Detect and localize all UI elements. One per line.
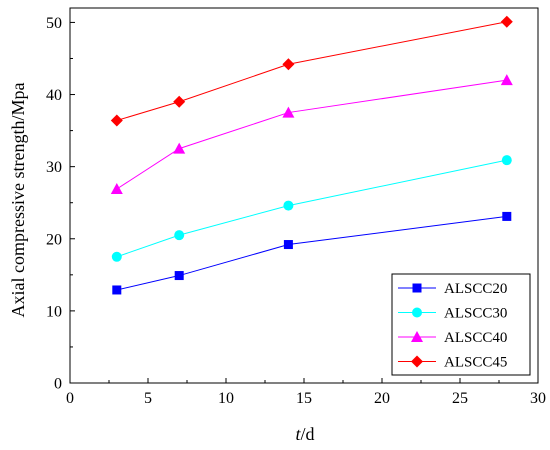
x-axis-title: t/d [295, 424, 314, 444]
series-line [116, 21, 507, 121]
data-point [282, 106, 295, 118]
x-tick-label: 0 [66, 390, 74, 407]
legend-marker [411, 355, 423, 368]
legend-label: ALSCC30 [444, 306, 507, 322]
legend-item-alscc45: ALSCC45 [398, 355, 507, 371]
data-point [282, 58, 295, 71]
series-alscc40 [110, 74, 513, 195]
axes: 0 5 10 15 20 25 30 0 10 20 30 40 50 [46, 7, 546, 407]
legend-marker [412, 307, 422, 318]
y-axis-title: Axial compressive strength/Mpa [8, 83, 28, 318]
data-point [500, 74, 513, 86]
x-axis-title-unit: /d [301, 424, 315, 444]
data-point [173, 95, 186, 108]
data-point [283, 200, 294, 211]
y-tick-label: 10 [46, 303, 62, 320]
data-point [173, 142, 186, 154]
series-line [116, 215, 507, 291]
x-tick-label: 15 [296, 390, 312, 407]
y-tick-label: 50 [46, 15, 62, 32]
x-tick-label: 10 [218, 390, 234, 407]
x-tick-label: 30 [530, 390, 546, 407]
legend-item-alscc40: ALSCC40 [398, 330, 507, 346]
series-alscc30 [111, 155, 512, 262]
legend-label: ALSCC45 [444, 355, 507, 371]
data-point [500, 15, 513, 28]
y-tick-label: 20 [46, 231, 62, 248]
legend-label: ALSCC40 [444, 330, 507, 346]
x-axis-title-variable: t [295, 424, 301, 444]
series-line [116, 79, 507, 190]
x-tick-label: 5 [144, 390, 152, 407]
x-tick-label: 20 [374, 390, 390, 407]
data-point [111, 251, 122, 262]
legend: ALSCC20 ALSCC30 ALSCC40 ALSCC45 [391, 273, 531, 376]
series-line [116, 159, 507, 258]
legend-marker [412, 283, 422, 293]
data-point [110, 114, 123, 127]
legend-item-alscc20: ALSCC20 [398, 281, 507, 297]
data-point [174, 230, 185, 241]
x-tick-label: 25 [452, 390, 468, 407]
plot-area [110, 15, 513, 295]
legend-item-alscc30: ALSCC30 [398, 306, 507, 322]
data-point [112, 285, 122, 295]
y-tick-label: 40 [46, 87, 62, 104]
y-tick-label: 30 [46, 159, 62, 176]
series-alscc20 [112, 211, 512, 295]
data-point [110, 183, 123, 195]
legend-label: ALSCC20 [444, 281, 507, 297]
series-alscc45 [110, 15, 513, 127]
data-point [502, 211, 512, 221]
data-point [174, 271, 184, 281]
data-point [501, 155, 512, 166]
y-tick-label: 0 [54, 376, 62, 393]
data-point [283, 240, 293, 250]
legend-marker [411, 331, 423, 342]
